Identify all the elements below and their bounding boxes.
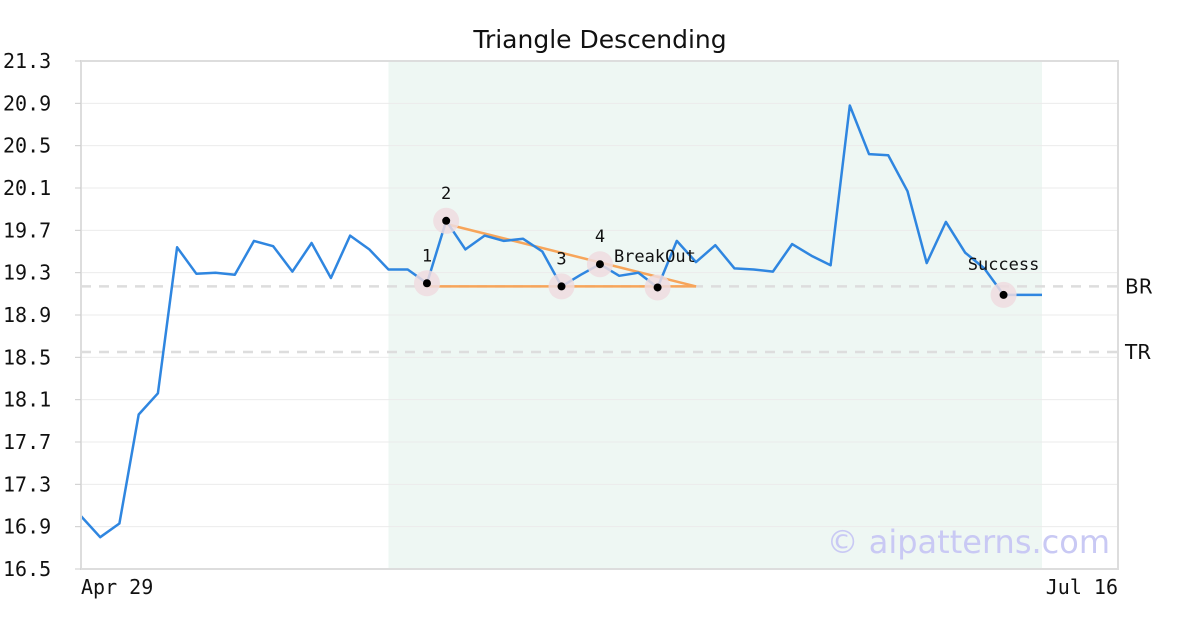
x-tick-end: Jul 16 [1046,575,1118,599]
marker-label: 1 [422,246,432,266]
annotation-success: Success [968,255,1040,275]
y-axis: 16.5 16.9 17.3 17.7 18.1 18.5 18.9 19.3 19.7 20.1… [3,49,81,581]
marker-label: 3 [556,249,566,269]
level-label: BR [1125,274,1153,298]
y-tick-label: 18.5 [3,345,51,369]
marker-dot [442,216,451,225]
marker-dot [557,282,566,291]
y-tick-label: 17.7 [3,430,51,454]
y-tick-label: 18.1 [3,388,51,412]
marker-dot [653,283,662,292]
x-axis: Apr 29 Jul 16 [81,575,1118,599]
annotation-breakout: BreakOut [614,247,696,267]
watermark: © aipatterns.com [827,523,1110,561]
marker-label: 2 [441,184,451,204]
y-tick-label: 16.5 [3,557,51,581]
y-tick-label: 18.9 [3,303,51,327]
y-tick-label: 17.3 [3,472,51,496]
marker-label: 4 [595,227,605,247]
y-tick-label: 19.7 [3,218,51,242]
level-label: TR [1124,340,1151,364]
y-tick-label: 20.1 [3,176,51,200]
y-tick-label: 19.3 [3,261,51,285]
pattern-markers: 1 2 3 4 [413,184,1017,308]
y-tick-label: 20.9 [3,91,51,115]
marker-dot [422,279,431,288]
marker-dot [999,290,1008,299]
y-tick-label: 16.9 [3,515,51,539]
level-lines: BR TR [81,274,1153,364]
x-tick-start: Apr 29 [81,575,153,599]
chart-title: Triangle Descending [472,25,726,54]
y-tick-label: 20.5 [3,134,51,158]
marker-dot [595,260,604,269]
y-tick-label: 21.3 [3,49,51,73]
grid-lines [81,60,1118,570]
annotations: BreakOut Success [614,247,1039,275]
